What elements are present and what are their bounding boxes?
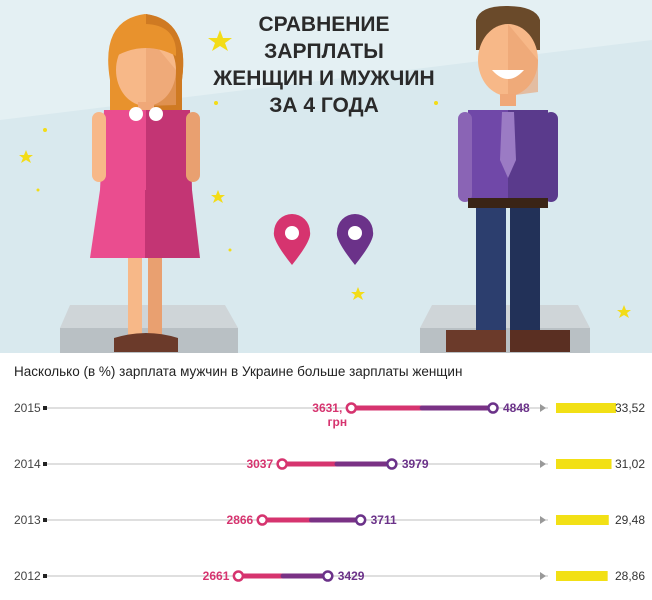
women-salary-label: 2866 bbox=[227, 513, 254, 527]
women-salary-point bbox=[256, 514, 268, 526]
women-salary-label: 3037 bbox=[246, 457, 273, 471]
women-salary-point bbox=[232, 570, 245, 582]
year-label: 2013 bbox=[14, 513, 41, 527]
ratio-label: 28,86 bbox=[615, 569, 645, 583]
hero-title-line: ЗАРПЛАТЫ bbox=[264, 40, 384, 63]
row-arrow bbox=[540, 460, 546, 468]
hero-title-line: СРАВНЕНИЕ bbox=[258, 13, 389, 36]
women-salary-point bbox=[276, 458, 288, 470]
year-label: 2012 bbox=[14, 569, 41, 583]
ratio-bar bbox=[556, 403, 616, 413]
women-salary-point bbox=[345, 402, 358, 414]
hero-illustration: СРАВНЕНИЕ ЗАРПЛАТЫ ЖЕНЩИН И МУЖЧИН ЗА 4 … bbox=[0, 0, 652, 353]
axis-start-marker bbox=[43, 462, 47, 466]
woman-figure bbox=[90, 14, 200, 352]
hero-title: СРАВНЕНИЕ ЗАРПЛАТЫ ЖЕНЩИН И МУЖЧИН ЗА 4 … bbox=[212, 13, 434, 117]
unit-label: грн bbox=[328, 415, 348, 429]
hero-title-line: ЖЕНЩИН И МУЖЧИН bbox=[212, 67, 434, 90]
ratio-bar bbox=[556, 571, 608, 581]
men-salary-label: 3979 bbox=[402, 457, 429, 471]
female-pin-icon bbox=[273, 214, 311, 265]
women-salary-label: 3631, bbox=[312, 401, 342, 415]
men-salary-point bbox=[386, 458, 398, 470]
men-salary-point bbox=[322, 570, 334, 582]
ratio-label: 33,52 bbox=[615, 401, 645, 415]
men-salary-label: 4848 bbox=[503, 401, 530, 415]
row-arrow bbox=[540, 516, 546, 524]
hero-title-line: ЗА 4 ГОДА bbox=[269, 94, 378, 117]
ratio-bar bbox=[556, 459, 612, 469]
men-salary-label: 3711 bbox=[371, 513, 397, 527]
star-icon bbox=[19, 30, 631, 318]
axis-start-marker bbox=[43, 406, 47, 410]
salary-range-chart: 2015 3631, 4848 33,52 грн 2014 3037 3979 31,02 20… bbox=[14, 401, 645, 583]
ratio-bar bbox=[556, 515, 609, 525]
row-arrow bbox=[540, 404, 546, 412]
men-salary-point bbox=[354, 514, 367, 526]
chart-title: Насколько (в %) зарплата мужчин в Украин… bbox=[14, 364, 463, 379]
men-salary-point bbox=[487, 402, 499, 414]
year-label: 2015 bbox=[14, 401, 41, 415]
ratio-label: 29,48 bbox=[615, 513, 645, 527]
row-arrow bbox=[540, 572, 546, 580]
women-salary-label: 2661 bbox=[203, 569, 230, 583]
men-salary-label: 3429 bbox=[338, 569, 365, 583]
man-figure bbox=[446, 6, 570, 352]
year-label: 2014 bbox=[14, 457, 41, 471]
axis-start-marker bbox=[43, 574, 47, 578]
male-pin-icon bbox=[336, 214, 374, 265]
axis-start-marker bbox=[43, 518, 47, 522]
ratio-label: 31,02 bbox=[615, 457, 645, 471]
